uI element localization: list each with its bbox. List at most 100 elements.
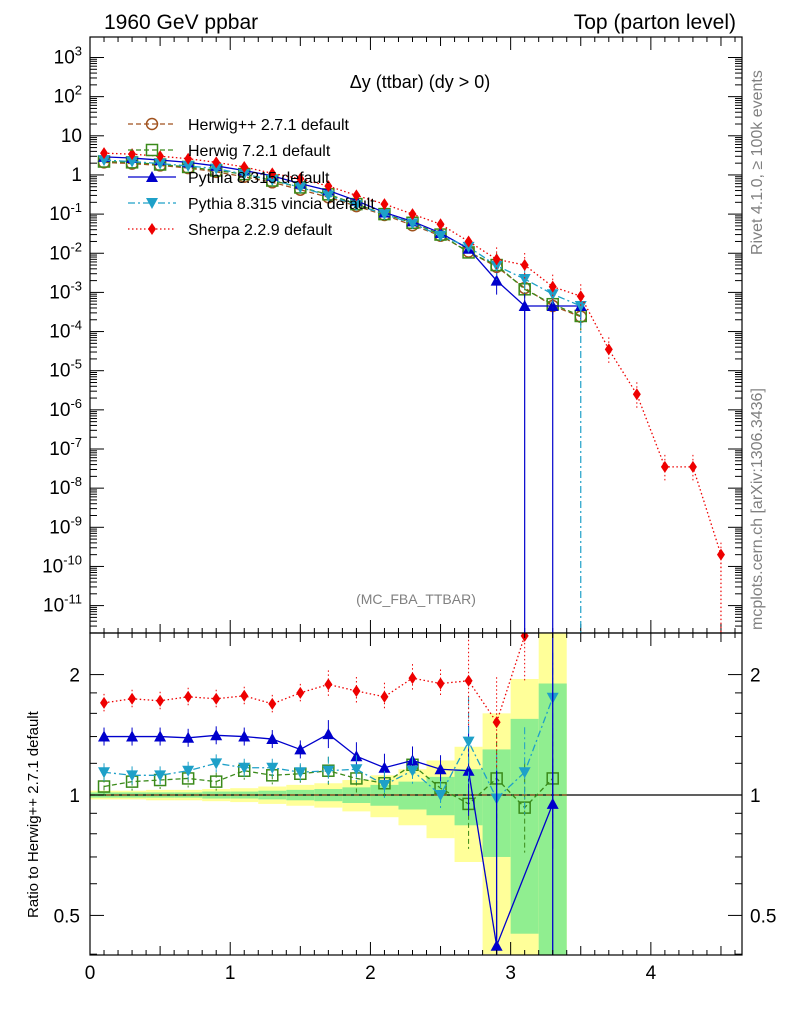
ratio-point-vincia xyxy=(294,767,307,779)
point-pythia xyxy=(546,299,559,311)
ratio-y-tick-label: 1 xyxy=(69,786,80,807)
ratio-point-sherpa xyxy=(268,697,277,710)
point-vincia xyxy=(378,209,391,221)
ratio-point-pythia xyxy=(182,731,195,743)
legend-label-vincia: Pythia 8.315 vincia default xyxy=(188,196,375,213)
legend-label-herwig7: Herwig 7.2.1 default xyxy=(188,143,331,160)
legend-entry-vincia: Pythia 8.315 vincia default xyxy=(128,196,375,213)
ratio-panel: 0.5 0.5 1 1 2 2 0 1 2 3 4 Ratio to Herwig++ 2.7.1 d… xyxy=(25,632,776,984)
legend-marker-pythia xyxy=(146,171,158,182)
point-sherpa xyxy=(324,180,333,193)
point-pythia xyxy=(490,274,503,286)
x-tick-label: 2 xyxy=(365,963,376,984)
point-vincia xyxy=(182,160,195,172)
point-sherpa xyxy=(436,218,445,231)
x-tick-label: 0 xyxy=(85,963,96,984)
legend-entry-pythia: Pythia 8.315 default xyxy=(128,170,330,187)
ratio-point-sherpa xyxy=(184,690,193,703)
ratio-y-tick-label-right: 1 xyxy=(750,786,761,807)
ratio-line-pythia xyxy=(104,733,554,949)
point-sherpa xyxy=(576,290,585,303)
ratio-point-sherpa xyxy=(492,716,501,729)
point-sherpa xyxy=(492,253,501,266)
point-vincia xyxy=(350,200,363,212)
point-vincia xyxy=(266,174,279,186)
point-sherpa xyxy=(380,198,389,211)
ratio-line-sherpa xyxy=(103,635,526,724)
x-tick-label: 4 xyxy=(646,963,657,984)
y-tick-label: 10-11 xyxy=(43,592,82,617)
ratio-y-tick-label: 0.5 xyxy=(54,906,80,927)
y-tick-label: 10 xyxy=(61,126,82,147)
ratio-point-herwig7 xyxy=(209,775,223,788)
ratio-point-pythia xyxy=(322,728,335,740)
series-herwig7 xyxy=(97,155,588,330)
point-pythia xyxy=(518,299,531,311)
ratio-point-sherpa xyxy=(436,677,445,690)
y-tick-label: 10-6 xyxy=(49,396,82,421)
series-vincia xyxy=(98,155,587,320)
ratio-y-tick-label-right: 2 xyxy=(750,666,761,687)
ratio-point-sherpa xyxy=(464,674,473,687)
point-vincia xyxy=(518,273,531,285)
y-tick-label: 10-9 xyxy=(49,513,82,538)
side-label-top: Rivet 4.1.0, ≥ 100k events xyxy=(749,70,766,255)
point-vincia xyxy=(406,218,419,230)
ratio-point-sherpa xyxy=(324,678,333,691)
ratio-point-vincia xyxy=(238,762,251,774)
legend: Herwig++ 2.7.1 default Herwig 7.2.1 defa… xyxy=(128,117,375,239)
y-tick-label: 10-7 xyxy=(49,435,82,460)
y-tick-label: 10-4 xyxy=(49,318,82,343)
legend-marker-herwigpp xyxy=(145,117,159,131)
ratio-point-sherpa xyxy=(128,692,137,705)
ratio-point-vincia xyxy=(154,770,167,782)
ratio-point-sherpa xyxy=(156,694,165,707)
ratio-point-sherpa xyxy=(352,684,361,697)
y-tick-label: 10-2 xyxy=(49,239,82,264)
line-herwig7 xyxy=(104,160,582,317)
ratio-point-pythia xyxy=(210,729,223,741)
ratio-y-tick-label-right: 0.5 xyxy=(750,906,776,927)
line-herwigpp xyxy=(103,161,581,318)
point-sherpa xyxy=(520,259,529,272)
ratio-point-vincia xyxy=(462,736,475,748)
ratio-point-vincia xyxy=(518,767,531,779)
legend-label-sherpa: Sherpa 2.2.9 default xyxy=(188,222,333,239)
point-sherpa xyxy=(660,460,669,473)
ratio-point-sherpa xyxy=(380,690,389,703)
ratio-y-tick-label: 2 xyxy=(69,666,80,687)
point-vincia xyxy=(434,230,447,242)
band-inner xyxy=(510,718,539,934)
y-tick-label: 10-8 xyxy=(49,474,82,499)
legend-entry-herwigpp: Herwig++ 2.7.1 default xyxy=(128,117,350,134)
point-sherpa xyxy=(548,280,557,293)
point-sherpa xyxy=(268,167,277,180)
point-sherpa xyxy=(240,160,249,173)
point-sherpa xyxy=(352,189,361,202)
point-sherpa xyxy=(408,208,417,221)
point-vincia xyxy=(126,156,139,168)
point-vincia xyxy=(210,163,223,175)
ratio-y-axis-label: Ratio to Herwig++ 2.7.1 default xyxy=(25,710,42,918)
ratio-content xyxy=(90,633,742,955)
point-vincia xyxy=(238,169,251,181)
ratio-point-pythia xyxy=(98,730,111,742)
main-panel: 10310210110-110-210-310-410-510-610-710-… xyxy=(42,36,743,634)
ratio-point-pythia xyxy=(154,730,167,742)
series-sherpa xyxy=(100,147,725,569)
plot-title: Δy (ttbar) (dy > 0) xyxy=(350,72,491,92)
point-sherpa xyxy=(604,343,613,356)
ratio-point-pythia xyxy=(238,730,251,742)
y-tick-label: 103 xyxy=(54,44,82,69)
point-sherpa xyxy=(128,148,137,161)
ratio-point-pythia xyxy=(126,730,139,742)
point-sherpa xyxy=(688,460,697,473)
ratio-point-pythia xyxy=(462,764,475,776)
ratio-point-vincia xyxy=(406,765,419,777)
legend-label-herwigpp: Herwig++ 2.7.1 default xyxy=(188,117,350,134)
legend-marker-vincia xyxy=(146,198,158,209)
legend-entry-sherpa: Sherpa 2.2.9 default xyxy=(128,222,333,239)
side-label-bottom: mcplots.cern.ch [arXiv:1306.3436] xyxy=(749,388,766,630)
line-vincia xyxy=(103,159,582,307)
point-sherpa xyxy=(100,147,109,160)
